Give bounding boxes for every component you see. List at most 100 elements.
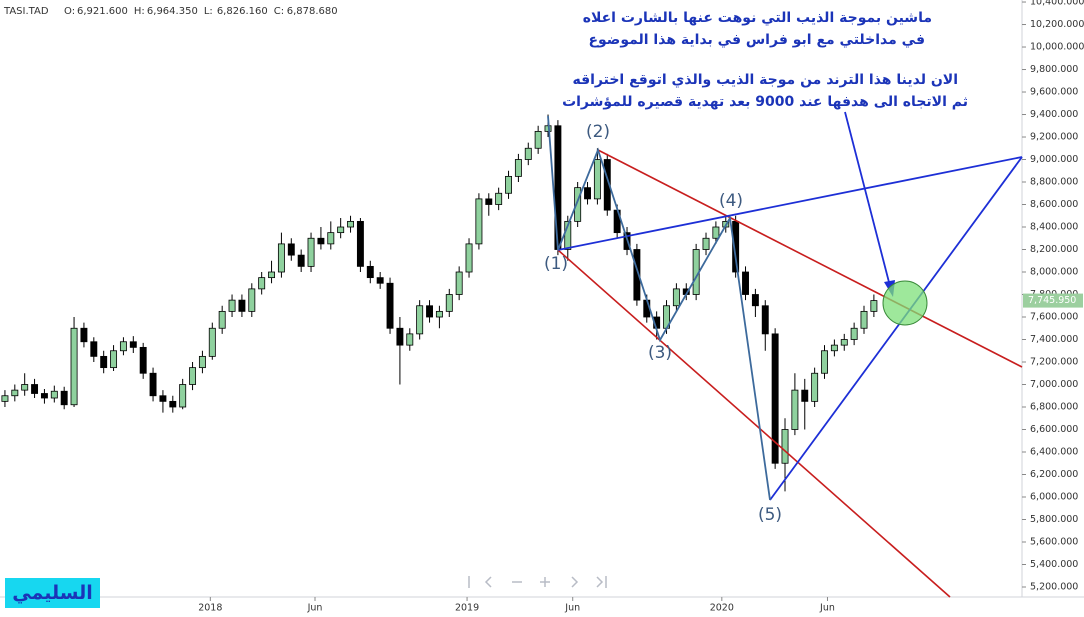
target-circle (882, 280, 928, 326)
last-price-box (1023, 293, 1083, 308)
scroll-controls (468, 576, 607, 588)
candle-body (31, 384, 39, 394)
candle-body (238, 299, 246, 312)
y-tick-label: 10,400.000 (1030, 0, 1084, 8)
header-field: 6,921.600 (77, 6, 128, 17)
candle-body (524, 147, 532, 160)
lower-trendline (557, 249, 951, 598)
candle-body (416, 305, 424, 335)
candle-body (119, 341, 127, 352)
wave-label: (5) (758, 505, 782, 525)
candle-body (514, 159, 522, 177)
y-tick-label: 9,600.000 (1030, 87, 1078, 98)
y-tick-label: 6,200.000 (1030, 469, 1078, 480)
y-tick-label: 8,200.000 (1030, 244, 1078, 255)
candle-body (840, 339, 848, 346)
y-tick-label: 6,600.000 (1030, 424, 1078, 435)
header-field: 6,878.680 (287, 6, 338, 17)
x-tick-label: Jun (819, 603, 835, 614)
candle-body (732, 220, 740, 273)
candle-body (198, 355, 206, 369)
candle-body (366, 265, 374, 279)
arrow (844, 111, 892, 291)
candle-body (633, 249, 641, 301)
candle-body (485, 198, 493, 205)
candle-body (228, 299, 236, 312)
candle-body (149, 372, 157, 397)
y-tick-label: 5,400.000 (1030, 559, 1078, 570)
candle-body (791, 389, 799, 430)
y-tick-label: 6,800.000 (1030, 401, 1078, 412)
drawings (547, 111, 1023, 598)
candle-body (781, 429, 789, 464)
candle-body (850, 327, 858, 340)
y-tick-label: 8,000.000 (1030, 267, 1078, 278)
y-tick-label: 7,000.000 (1030, 379, 1078, 390)
candle-body (70, 327, 78, 406)
blue-trendline (557, 156, 1023, 251)
candle-body (100, 355, 108, 369)
header-field: O: (64, 6, 75, 17)
candle-body (248, 288, 256, 312)
annotation: ثم الاتجاه الى هدفها عند 9000 بعد تهدية … (562, 94, 968, 110)
y-tick-label: 8,800.000 (1030, 177, 1078, 188)
candle-body (356, 220, 364, 267)
x-tick-label: 2020 (710, 603, 734, 614)
candle-body (80, 327, 88, 343)
candle-body (277, 243, 285, 273)
candle-body (208, 327, 216, 357)
candle-body (50, 390, 58, 399)
candle-body (1, 395, 9, 402)
candle-body (534, 130, 542, 149)
candle-body (811, 372, 819, 402)
y-tick-label: 10,200.000 (1030, 19, 1084, 30)
candle-body (751, 294, 759, 307)
wave-label: (3) (648, 343, 672, 363)
candles (1, 114, 878, 492)
candle-body (179, 384, 187, 408)
candle-body (60, 390, 68, 406)
candle-body (505, 175, 512, 194)
candle-body (90, 341, 98, 357)
wave-label: (4) (719, 191, 743, 211)
candle-body (327, 232, 335, 245)
candle-body (771, 333, 779, 464)
candle-body (574, 187, 582, 222)
y-tick-label: 7,200.000 (1030, 357, 1078, 368)
candle-body (159, 395, 167, 402)
candle-body (712, 226, 720, 239)
upper-trendline (597, 149, 1023, 368)
candle-body (821, 350, 828, 374)
candle-body (465, 243, 473, 273)
candle-body (317, 237, 325, 245)
candle-body (672, 288, 680, 307)
candle-body (742, 271, 749, 295)
wave-label: (1) (544, 254, 568, 274)
wave-path (547, 115, 771, 501)
candle-body (426, 305, 433, 318)
candle-body (860, 310, 868, 329)
candle-body (307, 237, 315, 267)
candle-body (603, 159, 611, 211)
y-tick-label: 9,800.000 (1030, 64, 1078, 75)
y-tick-label: 9,200.000 (1030, 132, 1078, 143)
candle-body (455, 271, 463, 295)
candle-body (347, 220, 355, 228)
candle-body (218, 310, 226, 329)
annotation: في مداخلتي مع ابو فراس في بداية هذا المو… (588, 32, 925, 48)
candle-body (287, 243, 295, 256)
candle-body (495, 192, 503, 205)
candle-body (702, 237, 710, 250)
candle-body (584, 187, 591, 200)
candle-body (110, 350, 118, 369)
y-tick-label: 9,400.000 (1030, 109, 1078, 120)
ohlc-header: O: 6,921.600 H: 6,964.350 L: 6,826.160 C: 6,878… (64, 6, 338, 17)
wave-label: (2) (586, 122, 610, 142)
candle-body (337, 226, 345, 234)
candle-body (406, 333, 414, 346)
y-tick-label: 8,400.000 (1030, 222, 1078, 233)
y-tick-label: 10,000.000 (1030, 42, 1084, 53)
candle-body (258, 277, 266, 290)
candle-body (396, 327, 404, 346)
